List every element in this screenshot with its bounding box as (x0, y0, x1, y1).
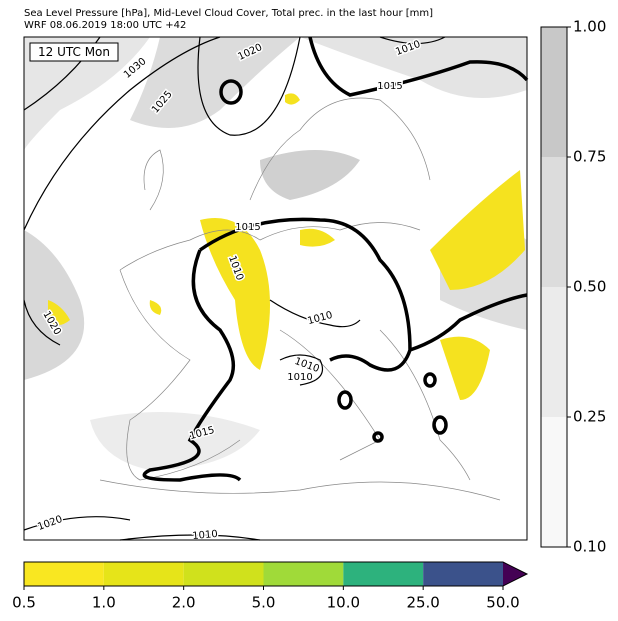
precip-colorbar: 0.5 1.0 2.0 5.0 10.0 25.0 50.0 (12, 561, 529, 612)
isobar-label: 1010 (287, 372, 312, 383)
precip-extend (503, 562, 527, 586)
cloud-tick-label: 1.00 (573, 18, 606, 36)
cloud-color-segment (541, 417, 567, 547)
closed-isobars (337, 372, 448, 443)
precip-tick-label: 5.0 (252, 594, 276, 612)
cloud-colorbar: 1.00 0.75 0.50 0.25 0.10 (540, 18, 606, 556)
map-frame (23, 36, 528, 541)
isobar-label: 1015 (377, 81, 402, 92)
precip-color-segment (263, 562, 344, 586)
precip-tick-label: 10.0 (327, 594, 360, 612)
cloud-color-segment (541, 27, 567, 157)
precip-tick-label: 25.0 (406, 594, 439, 612)
cloud-tick-label: 0.75 (573, 148, 606, 166)
precip-color-segment (423, 562, 503, 586)
cloud-color-segment (541, 287, 567, 417)
precipitation (48, 93, 525, 400)
time-label: 12 UTC Mon (38, 45, 110, 59)
precip-color-segment (24, 562, 104, 586)
precip-tick-label: 0.5 (12, 594, 36, 612)
cloud-tick-label: 0.50 (573, 278, 606, 296)
coastlines (99, 97, 501, 501)
time-label-box (29, 42, 119, 62)
precip-tick-label: 50.0 (486, 594, 519, 612)
cloud-tick-label: 0.25 (573, 408, 606, 426)
precip-color-segment (343, 562, 424, 586)
precip-color-segment (183, 562, 264, 586)
precip-colorbar-frame (23, 561, 529, 587)
precip-tick-label: 2.0 (172, 594, 196, 612)
precip-tick-label: 1.0 (92, 594, 116, 612)
cloud-tick-label: 0.10 (573, 538, 606, 556)
precip-color-segment (103, 562, 184, 586)
cloud-color-segment (541, 157, 567, 287)
title: Sea Level Pressure [hPa], Mid-Level Clou… (24, 8, 433, 19)
isobar-label: 1015 (235, 222, 260, 233)
subtitle: WRF 08.06.2019 18:00 UTC +42 (24, 20, 186, 31)
